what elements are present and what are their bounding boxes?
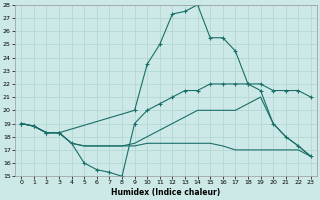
X-axis label: Humidex (Indice chaleur): Humidex (Indice chaleur) bbox=[111, 188, 221, 197]
